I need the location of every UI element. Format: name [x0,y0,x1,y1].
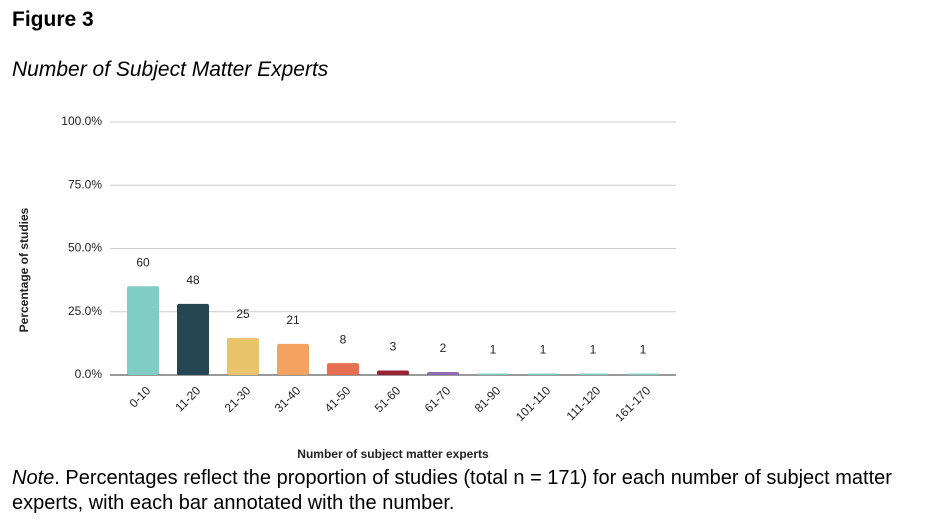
bar [327,363,359,375]
data-label: 25 [236,307,250,321]
data-label: 2 [440,341,447,355]
figure-title: Number of Subject Matter Experts [12,58,329,81]
x-tick-label: 51-60 [372,383,404,415]
note-label: Note [12,467,55,489]
x-tick-label: 101-110 [513,383,554,424]
x-axis-title: Number of subject matter experts [297,447,489,460]
bar [127,286,159,375]
note: Note. Percentages reflect the proportion… [12,466,917,516]
data-label: 21 [286,313,300,327]
x-tick-label: 111-120 [564,383,604,423]
bar [277,343,309,375]
data-label: 48 [186,273,200,287]
note-text: . Percentages reflect the proportion of … [12,467,892,514]
x-tick-label: 21-30 [222,383,254,415]
x-tick-label: 161-170 [612,383,653,424]
data-label: 1 [590,343,597,357]
bar [577,373,609,375]
bar [477,373,509,375]
x-tick-label: 41-50 [322,383,354,415]
bar [177,303,209,375]
data-label: 8 [340,332,347,346]
x-tick-label: 81-90 [472,383,504,415]
bar [427,371,459,375]
y-tick-label: 100.0% [61,114,102,128]
x-tick-label: 11-20 [172,383,203,414]
data-label: 60 [136,255,150,269]
x-tick-label: 31-40 [272,383,304,415]
chart: Number of subject matter experts Percent… [17,114,676,460]
y-tick-label: 50.0% [68,241,102,255]
bar [527,373,559,375]
x-tick-label: 0-10 [126,383,153,410]
data-label: 1 [640,343,647,357]
y-tick-label: 25.0% [68,304,102,318]
bar [227,338,259,375]
figure-label: Figure 3 [12,8,94,31]
x-tick-label: 61-70 [422,383,454,415]
y-tick-label: 0.0% [75,367,103,381]
data-label: 1 [490,343,497,357]
data-label: 1 [540,343,547,357]
data-label: 3 [390,340,397,354]
y-axis-title: Percentage of studies [17,207,31,332]
bar [377,370,409,375]
y-tick-label: 75.0% [68,177,102,191]
bar [627,373,659,375]
